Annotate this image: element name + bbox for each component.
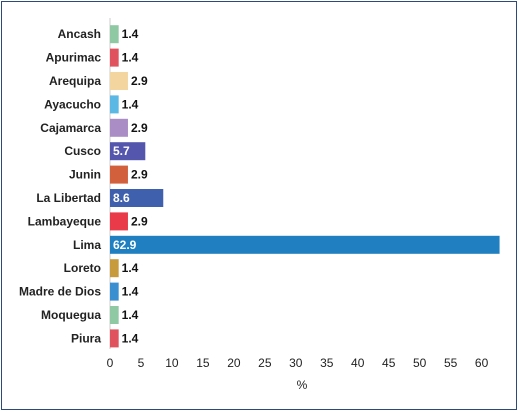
value-label-ayacucho: 1.4: [122, 97, 139, 111]
bar-loreto: [110, 259, 119, 278]
value-label-apurimac: 1.4: [122, 51, 139, 65]
value-label-loreto: 1.4: [122, 261, 139, 275]
category-label-junin: Junin: [69, 168, 101, 182]
bar-ancash: [110, 25, 119, 44]
category-label-loreto: Loreto: [64, 261, 101, 275]
x-tick-label-50: 50: [413, 356, 427, 370]
bar-moquegua: [110, 306, 119, 324]
category-label-moquegua: Moquegua: [41, 308, 101, 322]
category-label-la-libertad: La Libertad: [36, 191, 101, 205]
value-label-lima: 62.9: [113, 238, 137, 252]
category-label-cusco: Cusco: [64, 144, 101, 158]
x-tick-label-15: 15: [196, 356, 210, 370]
value-label-ancash: 1.4: [122, 27, 139, 41]
x-tick-label-25: 25: [258, 356, 272, 370]
category-label-piura: Piura: [71, 331, 101, 345]
bar-apurimac: [110, 48, 119, 67]
bar-piura: [110, 329, 119, 348]
category-label-apurimac: Apurimac: [46, 51, 102, 65]
category-label-ancash: Ancash: [58, 27, 101, 41]
category-label-lima: Lima: [73, 238, 101, 252]
value-label-cajamarca: 2.9: [131, 121, 148, 135]
x-tick-label-20: 20: [227, 356, 241, 370]
category-label-ayacucho: Ayacucho: [44, 97, 101, 111]
bar-la-libertad: [110, 189, 164, 207]
x-tick-label-10: 10: [165, 356, 179, 370]
category-label-lambayeque: Lambayeque: [28, 214, 102, 228]
x-tick-label-30: 30: [289, 356, 303, 370]
value-label-la-libertad: 8.6: [113, 191, 130, 205]
value-label-cusco: 5.7: [113, 144, 130, 158]
x-tick-label-60: 60: [475, 356, 489, 370]
bar-cusco: [110, 142, 146, 161]
category-label-madre-de-dios: Madre de Dios: [19, 285, 101, 299]
x-tick-label-35: 35: [320, 356, 334, 370]
bar-madre-de-dios: [110, 282, 119, 301]
bar-ayacucho: [110, 95, 119, 114]
bar-lambayeque: [110, 212, 128, 231]
category-label-cajamarca: Cajamarca: [40, 121, 101, 135]
bar-cajamarca: [110, 118, 128, 137]
x-tick-label-40: 40: [351, 356, 365, 370]
value-label-lambayeque: 2.9: [131, 214, 148, 228]
value-label-moquegua: 1.4: [122, 308, 139, 322]
value-label-piura: 1.4: [122, 331, 139, 345]
x-tick-label-0: 0: [107, 356, 114, 370]
value-label-madre-de-dios: 1.4: [122, 285, 139, 299]
bar-lima: [110, 235, 500, 254]
x-tick-label-5: 5: [138, 356, 145, 370]
bar-junin: [110, 165, 128, 184]
bar-arequipa: [110, 72, 128, 90]
value-label-junin: 2.9: [131, 168, 148, 182]
x-tick-label-45: 45: [382, 356, 396, 370]
value-label-arequipa: 2.9: [131, 74, 148, 88]
x-axis-title: %: [297, 378, 308, 392]
x-tick-label-55: 55: [444, 356, 458, 370]
category-label-arequipa: Arequipa: [49, 74, 101, 88]
